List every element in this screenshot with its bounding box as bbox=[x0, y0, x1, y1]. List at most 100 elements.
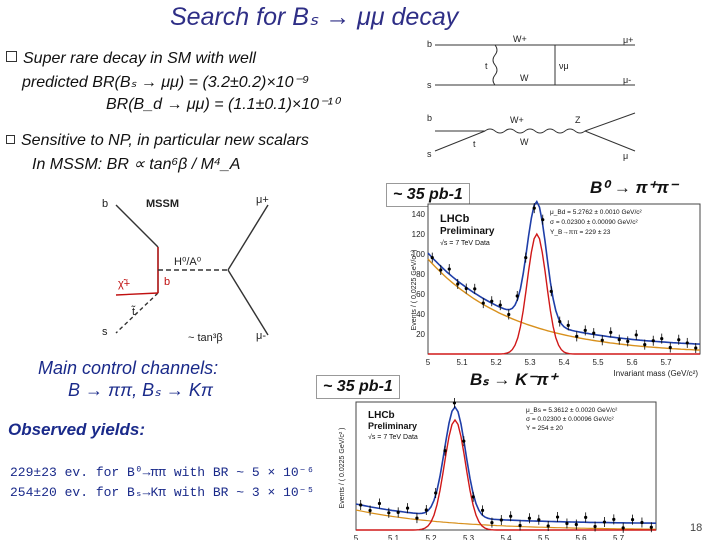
p2-data-point bbox=[490, 521, 494, 525]
svg-text:μ-: μ- bbox=[623, 75, 631, 85]
p2-data-point bbox=[565, 521, 569, 526]
plot2-signal-curve bbox=[356, 418, 656, 531]
plot1-luminosity-label: ~ 35 pb-1 bbox=[386, 183, 470, 207]
p2-data-point bbox=[509, 514, 513, 518]
p2-data-point bbox=[640, 520, 644, 525]
p1-data-point bbox=[651, 339, 655, 343]
p1-data-point bbox=[549, 289, 553, 293]
bullet-new-physics: Sensitive to NP, in particular new scala… bbox=[6, 132, 309, 150]
p2-data-point bbox=[368, 508, 372, 513]
p1-data-point bbox=[456, 282, 460, 286]
svg-text:s: s bbox=[102, 326, 108, 338]
p2-data-point bbox=[555, 515, 560, 519]
p1-xtick: 5.4 bbox=[558, 358, 570, 367]
bullet-sm-prediction: Super rare decay in SM with well bbox=[6, 50, 256, 68]
svg-text:W+: W+ bbox=[513, 34, 527, 44]
observed-yield-bs: 254±20 ev. for Bₛ→Kπ with BR ~ 3 × 10⁻⁵ bbox=[10, 485, 315, 500]
p2-data-point bbox=[480, 508, 485, 512]
p2-data-point bbox=[621, 526, 625, 530]
p2-data-point bbox=[424, 508, 428, 512]
p1-ytick: 20 bbox=[416, 330, 425, 339]
p2-data-point bbox=[471, 495, 475, 499]
svg-text:t: t bbox=[485, 61, 488, 71]
p1-data-point bbox=[430, 256, 434, 260]
svg-text:√s = 7 TeV Data: √s = 7 TeV Data bbox=[440, 239, 490, 247]
p2-data-point bbox=[359, 503, 363, 507]
plot2-ylabel: Events / ( 0.0225 GeV/c² ) bbox=[339, 428, 346, 509]
p1-data-point bbox=[447, 267, 451, 271]
main-control-channels-list: B → ππ, Bₛ → Kπ bbox=[68, 380, 213, 400]
p2-data-point bbox=[377, 501, 382, 506]
svg-text:σ = 0.02300 ± 0.00090 GeV/c²: σ = 0.02300 ± 0.00090 GeV/c² bbox=[550, 219, 638, 226]
p2-data-point bbox=[612, 517, 616, 521]
svg-text:μ+: μ+ bbox=[623, 35, 633, 45]
p1-data-point bbox=[439, 268, 443, 272]
observed-yield-bd: 229±23 ev. for B⁰→ππ with BR ~ 5 × 10⁻⁶ bbox=[10, 465, 315, 480]
p2-data-point bbox=[527, 516, 532, 520]
svg-text:b: b bbox=[427, 113, 432, 123]
svg-text:MSSM: MSSM bbox=[146, 198, 179, 210]
svg-text:μ+: μ+ bbox=[256, 194, 269, 206]
p2-data-point bbox=[602, 520, 607, 524]
p2-data-point bbox=[546, 524, 550, 528]
p1-data-point bbox=[600, 338, 604, 342]
plot2-total-fit-curve bbox=[355, 405, 656, 524]
plot1-channel-label: B⁰ → π⁺π⁻ bbox=[590, 178, 678, 197]
svg-text:μ-: μ- bbox=[256, 330, 266, 342]
bd-pipi-mass-plot: Events / ( 0.0225 GeV/c² ) 20 40 60 80 100 12… bbox=[411, 200, 701, 378]
plot1-ylabel: Events / ( 0.0225 GeV/c² ) bbox=[411, 250, 418, 331]
p1-xtick: 5.1 bbox=[456, 358, 468, 367]
svg-text:W+: W+ bbox=[510, 115, 524, 125]
p2-data-point bbox=[593, 524, 597, 529]
svg-text:s: s bbox=[427, 149, 432, 159]
p1-data-point bbox=[592, 331, 596, 335]
p1-data-point bbox=[668, 345, 672, 350]
page-number: 18 bbox=[690, 522, 703, 534]
p1-data-point bbox=[532, 206, 536, 210]
p1-data-point bbox=[473, 287, 477, 291]
p1-data-point bbox=[660, 336, 664, 341]
p1-ytick: 120 bbox=[412, 230, 426, 239]
plot2-channel-label: Bₛ → K⁻π⁺ bbox=[470, 370, 558, 389]
svg-text:Preliminary: Preliminary bbox=[368, 421, 417, 431]
plot1-xlabel: Invariant mass (GeV/c²) bbox=[614, 369, 699, 378]
p2-data-point bbox=[649, 525, 653, 529]
p1-ytick: 100 bbox=[412, 250, 426, 259]
sm-feynman-diagrams: b W+ μ+ s t W νμ μ- b W+ Z s t W μ bbox=[427, 34, 636, 161]
p1-data-point bbox=[609, 330, 613, 334]
plot2-luminosity-label: ~ 35 pb-1 bbox=[316, 375, 400, 399]
svg-text:~ tan³β: ~ tan³β bbox=[188, 332, 223, 344]
p1-xtick: 5.7 bbox=[660, 358, 672, 367]
p2-xtick: 5.5 bbox=[538, 534, 550, 540]
plot1-signal-curve bbox=[428, 232, 700, 355]
p1-data-point bbox=[634, 333, 638, 337]
svg-text:μ_Bs = 5.3612 ± 0.0020 GeV/c²: μ_Bs = 5.3612 ± 0.0020 GeV/c² bbox=[526, 407, 618, 414]
p1-data-point bbox=[617, 338, 621, 342]
svg-text:√s = 7 TeV Data: √s = 7 TeV Data bbox=[368, 433, 418, 441]
svg-text:W: W bbox=[520, 137, 529, 147]
p1-data-point bbox=[566, 323, 570, 327]
p1-data-point bbox=[575, 334, 579, 339]
svg-text:s: s bbox=[427, 80, 432, 90]
p2-data-point bbox=[405, 506, 410, 510]
bd-branching-ratio: BR(B_d → μμ) = (1.1±0.1)×10⁻¹⁰ bbox=[106, 96, 340, 113]
svg-text:b: b bbox=[102, 198, 108, 210]
svg-text:b: b bbox=[427, 39, 432, 49]
p2-data-point bbox=[499, 518, 503, 522]
p1-data-point bbox=[524, 255, 528, 260]
svg-text:νμ: νμ bbox=[559, 61, 569, 71]
svg-text:LHCb: LHCb bbox=[440, 213, 470, 225]
plot2-background-curve bbox=[355, 509, 656, 530]
p1-data-point bbox=[515, 294, 519, 298]
p1-data-point bbox=[685, 341, 689, 345]
p1-ytick: 80 bbox=[416, 270, 425, 279]
p2-xtick: 5.4 bbox=[500, 534, 512, 540]
p2-data-point bbox=[518, 523, 522, 528]
p1-data-point bbox=[583, 328, 587, 333]
svg-text:Z: Z bbox=[575, 115, 581, 125]
p2-data-point bbox=[462, 439, 466, 443]
p1-data-point bbox=[507, 312, 511, 317]
svg-text:Y_B→ππ = 229 ± 23: Y_B→ππ = 229 ± 23 bbox=[550, 229, 611, 236]
main-control-channels-title: Main control channels: bbox=[38, 358, 219, 378]
p1-data-point bbox=[464, 286, 468, 291]
